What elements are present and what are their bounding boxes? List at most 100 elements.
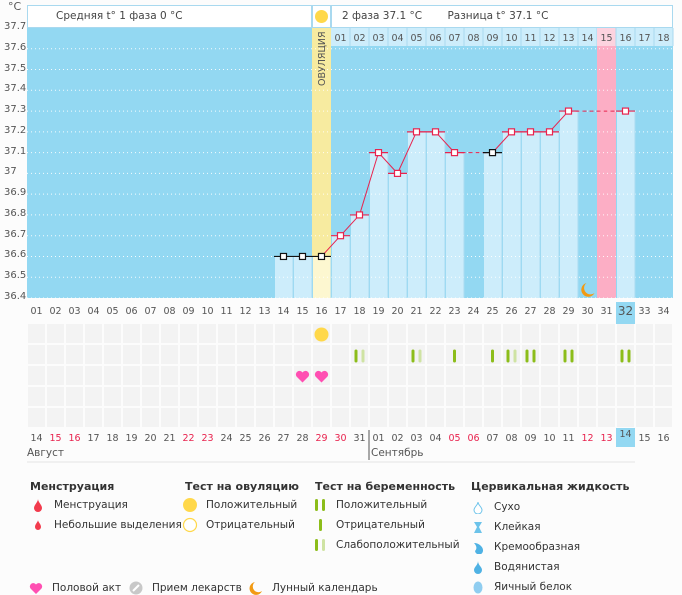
- cycle-day-label[interactable]: 05: [106, 306, 119, 317]
- calendar-date-label[interactable]: 05: [448, 433, 461, 444]
- cycle-day-label[interactable]: 14: [277, 306, 290, 317]
- event-cell: [351, 324, 368, 343]
- heart-icon: [295, 370, 310, 383]
- cycle-day-label[interactable]: 03: [68, 306, 81, 317]
- event-cell: [180, 366, 197, 385]
- legend-cervical-eggwhite-label: Яичный белок: [494, 581, 573, 593]
- calendar-date-label[interactable]: 16: [68, 433, 81, 444]
- cycle-day-label[interactable]: 01: [30, 306, 43, 317]
- calendar-date-label[interactable]: 03: [410, 433, 423, 444]
- calendar-date-label[interactable]: 08: [505, 433, 518, 444]
- event-cell: [541, 324, 558, 343]
- event-cell: [161, 408, 178, 427]
- sticky-icon: [474, 521, 482, 533]
- calendar-date-label[interactable]: 15: [638, 433, 651, 444]
- calendar-date-label[interactable]: 24: [220, 433, 233, 444]
- event-cell: [123, 387, 140, 406]
- event-cell: [579, 366, 596, 385]
- cycle-day-label[interactable]: 31: [600, 306, 613, 317]
- cycle-day-label[interactable]: 13: [258, 306, 271, 317]
- cycle-day-label[interactable]: 09: [182, 306, 195, 317]
- calendar-date-label[interactable]: 06: [467, 433, 480, 444]
- calendar-date-label[interactable]: 12: [581, 433, 594, 444]
- cycle-day-label[interactable]: 10: [201, 306, 214, 317]
- post-ovulation-day-label: 14: [581, 33, 594, 44]
- event-cell: [218, 387, 235, 406]
- calendar-date-label[interactable]: 11: [562, 433, 575, 444]
- cycle-day-label[interactable]: 16: [315, 306, 328, 317]
- calendar-date-label[interactable]: 26: [258, 433, 271, 444]
- calendar-date-label[interactable]: 30: [334, 433, 347, 444]
- calendar-date-label[interactable]: 20: [144, 433, 157, 444]
- event-cell: [47, 366, 64, 385]
- calendar-date-label[interactable]: 22: [182, 433, 195, 444]
- event-cell: [199, 345, 216, 364]
- calendar-date-label[interactable]: 10: [543, 433, 556, 444]
- cycle-day-label[interactable]: 28: [543, 306, 556, 317]
- y-tick-label: 37.7: [4, 21, 27, 32]
- calendar-date-label[interactable]: 25: [239, 433, 252, 444]
- event-cell: [275, 408, 292, 427]
- calendar-date-label[interactable]: 17: [87, 433, 100, 444]
- event-cell: [313, 345, 330, 364]
- calendar-date-label[interactable]: 27: [277, 433, 290, 444]
- event-cell: [484, 408, 501, 427]
- calendar-date-label[interactable]: 18: [106, 433, 119, 444]
- cycle-day-label[interactable]: 23: [448, 306, 461, 317]
- cycle-day-label[interactable]: 19: [372, 306, 385, 317]
- calendar-date-label[interactable]: 09: [524, 433, 537, 444]
- cycle-day-label[interactable]: 34: [657, 306, 670, 317]
- cycle-day-label[interactable]: 22: [429, 306, 442, 317]
- cycle-day-label[interactable]: 33: [638, 306, 651, 317]
- calendar-date-label[interactable]: 13: [600, 433, 613, 444]
- calendar-date-label[interactable]: 19: [125, 433, 138, 444]
- pregnancy-weak-positive-icon: [315, 539, 325, 551]
- cycle-day-label[interactable]: 30: [581, 306, 594, 317]
- calendar-date-label[interactable]: 14: [619, 429, 632, 440]
- event-cell: [28, 366, 45, 385]
- calendar-date-label[interactable]: 31: [353, 433, 366, 444]
- cycle-day-label[interactable]: 20: [391, 306, 404, 317]
- cycle-day-label[interactable]: 04: [87, 306, 100, 317]
- calendar-date-label[interactable]: 07: [486, 433, 499, 444]
- cycle-day-label[interactable]: 29: [562, 306, 575, 317]
- event-cell: [47, 408, 64, 427]
- calendar-date-label[interactable]: 14: [30, 433, 43, 444]
- cycle-day-label[interactable]: 07: [144, 306, 157, 317]
- calendar-date-label[interactable]: 29: [315, 433, 328, 444]
- cycle-day-label[interactable]: 11: [220, 306, 233, 317]
- calendar-date-label[interactable]: 02: [391, 433, 404, 444]
- cycle-day-label[interactable]: 25: [486, 306, 499, 317]
- calendar-date-label[interactable]: 01: [372, 433, 385, 444]
- calendar-date-label[interactable]: 04: [429, 433, 442, 444]
- cycle-day-label[interactable]: 32: [617, 304, 634, 318]
- event-cell: [123, 408, 140, 427]
- event-cell: [123, 345, 140, 364]
- calendar-date-label[interactable]: 15: [49, 433, 62, 444]
- cycle-day-label[interactable]: 27: [524, 306, 537, 317]
- cycle-day-label[interactable]: 12: [239, 306, 252, 317]
- temperature-point: [298, 252, 307, 261]
- cycle-day-label[interactable]: 26: [505, 306, 518, 317]
- calendar-date-label[interactable]: 28: [296, 433, 309, 444]
- cycle-day-label[interactable]: 24: [467, 306, 480, 317]
- watery-drop-icon: [474, 560, 482, 574]
- temperature-point: [526, 128, 535, 136]
- cycle-day-label[interactable]: 18: [353, 306, 366, 317]
- legend-cervical-watery-label: Водянистая: [494, 561, 560, 573]
- event-cell: [427, 387, 444, 406]
- event-cell: [579, 387, 596, 406]
- legend-menstruation-label: Менструация: [54, 499, 128, 511]
- calendar-date-label[interactable]: 23: [201, 433, 214, 444]
- cycle-day-label[interactable]: 17: [334, 306, 347, 317]
- calendar-date-label[interactable]: 21: [163, 433, 176, 444]
- cycle-day-label[interactable]: 06: [125, 306, 138, 317]
- cycle-day-label[interactable]: 21: [410, 306, 423, 317]
- cycle-day-label[interactable]: 08: [163, 306, 176, 317]
- calendar-date-label[interactable]: 16: [657, 433, 670, 444]
- event-cell: [655, 387, 672, 406]
- cycle-day-label[interactable]: 15: [296, 306, 309, 317]
- post-ovulation-day-label: 12: [543, 33, 556, 44]
- event-cell: [294, 324, 311, 343]
- cycle-day-label[interactable]: 02: [49, 306, 62, 317]
